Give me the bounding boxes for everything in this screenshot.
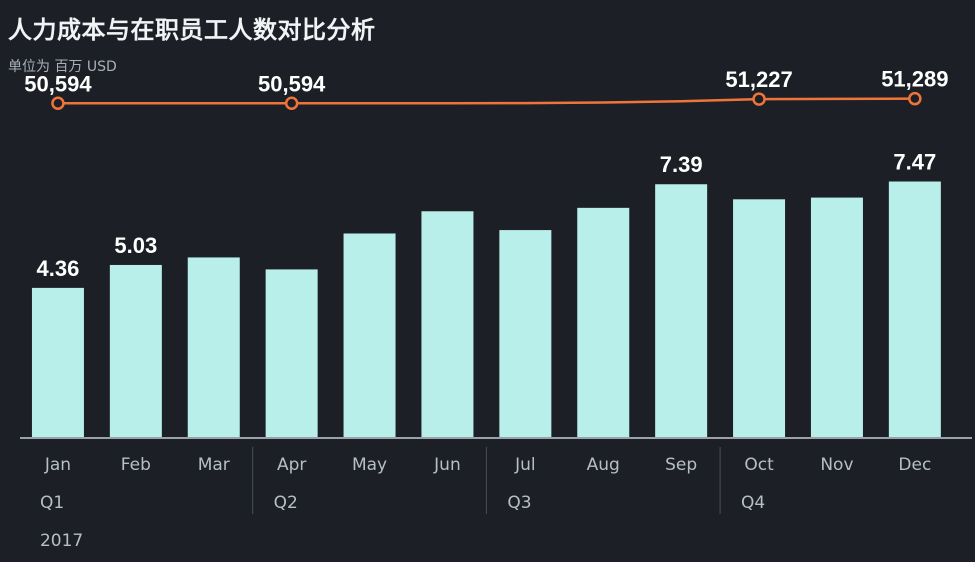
line-series — [51, 91, 922, 111]
line-marker-dec — [908, 91, 922, 106]
x-tick-label-apr: Apr — [277, 455, 306, 475]
x-tick-label-jul: Jul — [514, 455, 536, 475]
line-marker-oct — [752, 92, 766, 106]
x-tick-label-mar: Mar — [198, 455, 230, 475]
x-tick-label-oct: Oct — [744, 455, 774, 475]
bar-aug — [577, 207, 630, 437]
x-tick-label-aug: Aug — [587, 455, 620, 475]
bar-value-label-dec: 7.47 — [893, 150, 936, 175]
bar-sep — [655, 184, 708, 437]
x-tick-label-may: May — [352, 455, 387, 475]
bar-apr — [265, 269, 318, 437]
quarter-label-q3: Q3 — [507, 493, 531, 513]
bar-dec — [888, 181, 941, 437]
year-label: 2017 — [40, 531, 83, 551]
quarter-label-q4: Q4 — [741, 493, 765, 513]
line-marker-apr — [284, 96, 299, 111]
data-labels: 4.36 5.03 7.39 7.47 50,594 50,594 51,227 51,289 — [24, 67, 948, 281]
line-value-label-oct: 51,227 — [725, 67, 792, 92]
x-axis-labels: Jan Feb Mar Apr May Jun Jul Aug Sep Oct Nov Dec Q1 Q2… — [40, 447, 931, 551]
x-tick-label-nov: Nov — [820, 455, 853, 475]
headcount-line — [57, 97, 915, 105]
x-tick-label-feb: Feb — [121, 455, 151, 475]
x-tick-label-dec: Dec — [898, 455, 931, 475]
bar-value-label-jan: 4.36 — [37, 256, 80, 281]
bar-series — [31, 181, 941, 437]
x-tick-label-sep: Sep — [665, 455, 697, 475]
x-tick-label-jan: Jan — [44, 455, 71, 475]
line-value-label-jan: 50,594 — [24, 71, 92, 96]
chart-title: 人力成本与在职员工人数对比分析 — [8, 16, 376, 44]
bar-jun — [421, 211, 474, 437]
bar-jan — [31, 287, 84, 437]
quarter-label-q1: Q1 — [40, 493, 64, 513]
line-marker-jan — [51, 96, 65, 111]
bar-feb — [109, 264, 162, 437]
bar-oct — [733, 199, 786, 437]
line-value-label-dec: 51,289 — [881, 67, 948, 92]
bar-may — [343, 233, 396, 437]
line-value-label-apr: 50,594 — [258, 71, 326, 96]
x-tick-label-jun: Jun — [433, 455, 461, 475]
chart-subtitle: 单位为 百万 USD — [8, 59, 117, 75]
quarter-label-q2: Q2 — [274, 493, 298, 513]
bar-nov — [810, 197, 863, 437]
bar-value-label-feb: 5.03 — [114, 233, 157, 258]
bar-mar — [187, 257, 240, 437]
bar-jul — [499, 230, 552, 437]
bar-value-label-sep: 7.39 — [660, 152, 703, 177]
